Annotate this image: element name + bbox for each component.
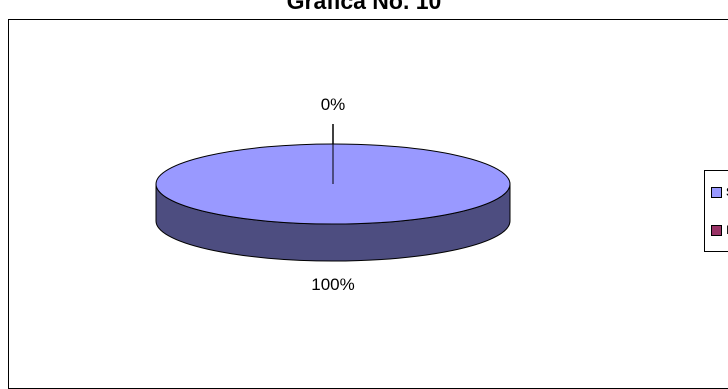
data-label-no: 0% xyxy=(321,95,346,114)
chart-title: Grafica No. 10 xyxy=(286,0,442,14)
legend-swatch-si xyxy=(711,186,722,198)
legend-item-si: si xyxy=(711,183,728,201)
legend-swatch-no xyxy=(711,224,722,236)
legend-label-no: no xyxy=(726,221,728,239)
data-label-si: 100% xyxy=(311,275,354,294)
legend-item-no: no xyxy=(711,221,728,239)
legend: si no xyxy=(704,170,728,252)
pie-chart: 0% 100% xyxy=(155,95,511,294)
legend-label-si: si xyxy=(726,183,728,201)
